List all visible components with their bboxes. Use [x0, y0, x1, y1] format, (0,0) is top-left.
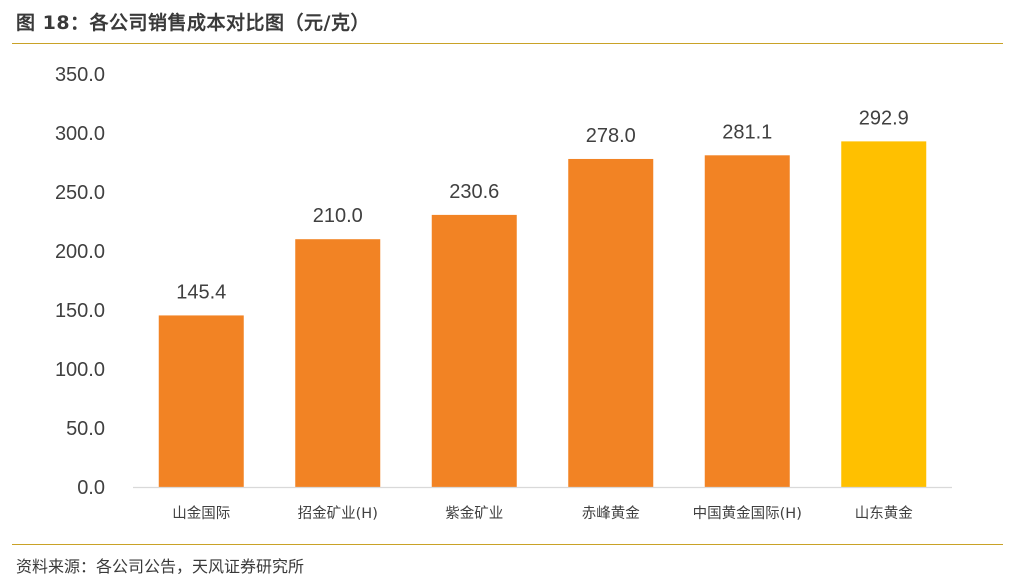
- y-tick-label: 350.0: [55, 64, 105, 86]
- category-label: 招金矿业(H): [298, 505, 378, 522]
- y-tick-label: 200.0: [55, 241, 105, 263]
- y-axis-ticks: 0.0 50.0 100.0 150.0 200.0 250.0 300.0 350.0: [55, 64, 105, 499]
- chart-title: 图 18：各公司销售成本对比图（元/克）: [16, 12, 370, 34]
- data-labels: 145.4 210.0 230.6 278.0 281.1 292.9: [176, 107, 909, 303]
- data-label: 145.4: [176, 281, 226, 303]
- data-label: 278.0: [586, 125, 636, 147]
- bar: [431, 214, 517, 487]
- bar: [295, 239, 381, 487]
- category-label: 赤峰黄金: [582, 505, 640, 522]
- y-tick-label: 150.0: [55, 300, 105, 322]
- data-label: 292.9: [859, 107, 909, 129]
- y-tick-label: 300.0: [55, 123, 105, 145]
- x-axis-categories: 山金国际 招金矿业(H) 紫金矿业 赤峰黄金 中国黄金国际(H) 山东黄金: [172, 505, 913, 522]
- y-tick-label: 100.0: [55, 359, 105, 381]
- data-label: 230.6: [449, 181, 499, 203]
- data-label: 210.0: [313, 205, 363, 227]
- bar: [568, 158, 654, 487]
- data-label: 281.1: [722, 121, 772, 143]
- bar: [158, 315, 244, 487]
- y-tick-label: 50.0: [66, 418, 105, 440]
- category-label: 山金国际: [172, 505, 230, 522]
- source-note: 资料来源：各公司公告，天风证券研究所: [16, 557, 305, 576]
- bars: [158, 141, 927, 488]
- bar: [704, 155, 790, 487]
- source-divider: [12, 544, 1003, 545]
- y-tick-label: 250.0: [55, 182, 105, 204]
- y-tick-label: 0.0: [77, 477, 105, 499]
- bar: [841, 141, 927, 488]
- category-label: 山东黄金: [855, 505, 913, 522]
- title-divider: [12, 43, 1003, 44]
- category-label: 中国黄金国际(H): [693, 505, 802, 522]
- category-label: 紫金矿业: [445, 505, 503, 522]
